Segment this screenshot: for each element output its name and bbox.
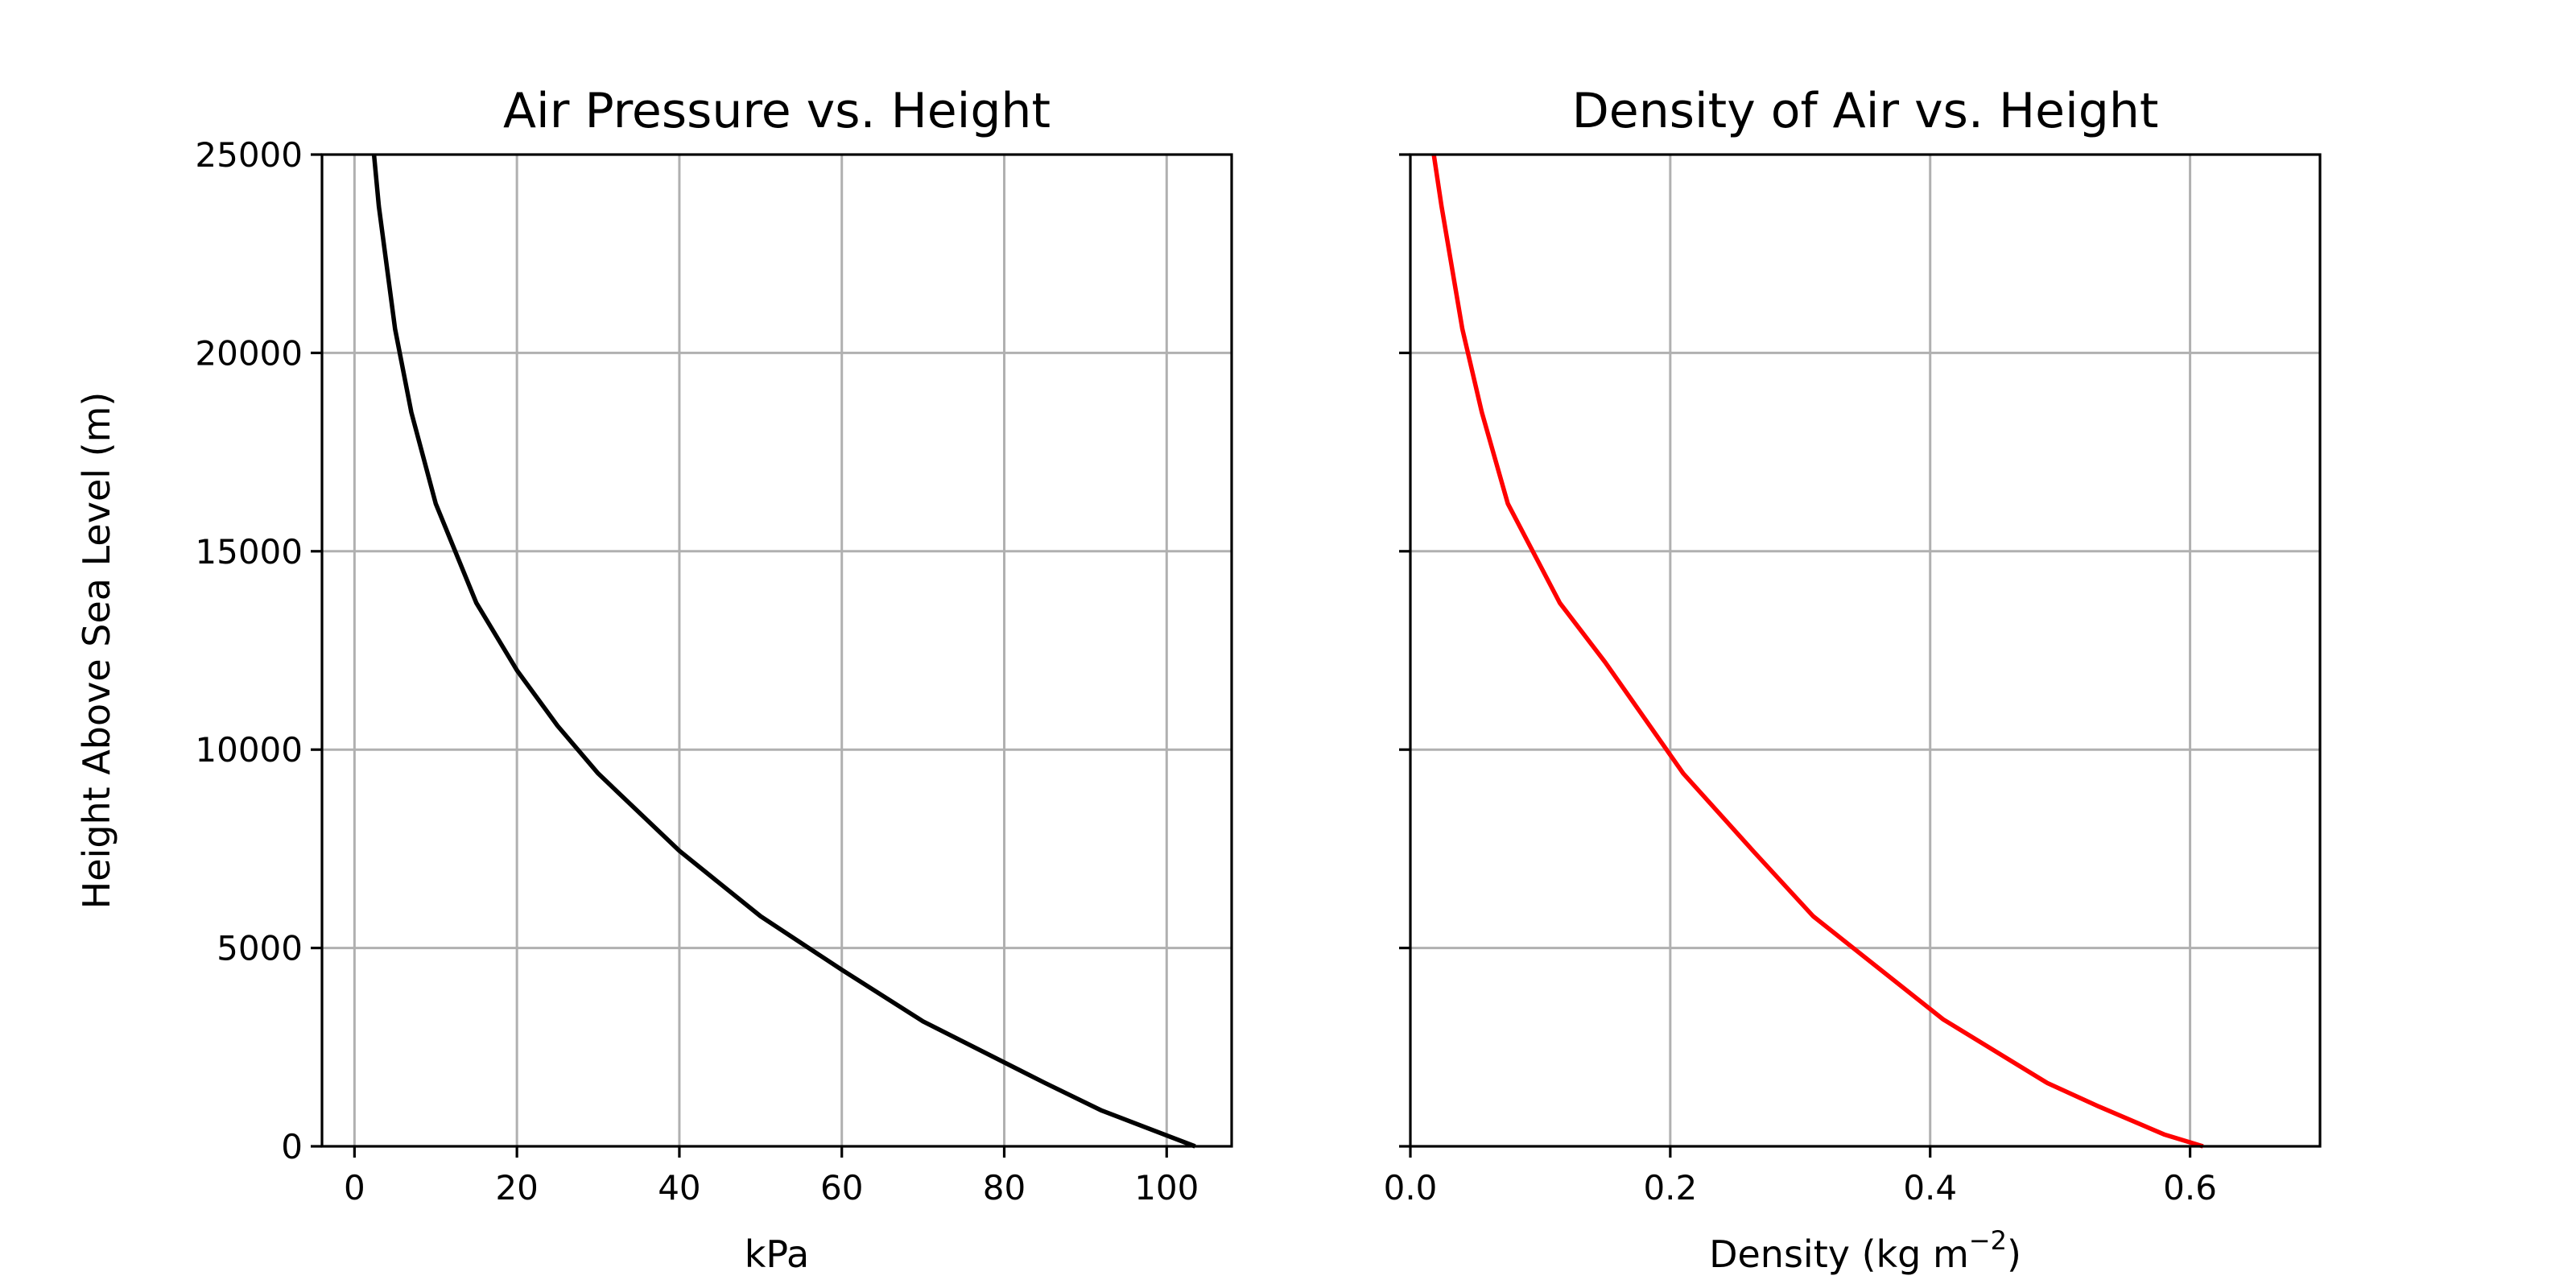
pressure-x-tick-label: 60: [820, 1168, 863, 1208]
pressure-y-axis-label: Height Above Sea Level (m): [75, 392, 118, 910]
density-x-axis-label-suffix: ): [2007, 1232, 2021, 1276]
pressure-series-line: [371, 154, 1196, 1149]
pressure-x-tick-label: 100: [1134, 1168, 1199, 1208]
pressure-x-axis-label: kPa: [745, 1232, 810, 1276]
pressure-y-tick-label: 5000: [217, 929, 303, 968]
density-x-axis-label: Density (kg m−2): [1709, 1225, 2021, 1276]
density-plot-frame: [1409, 153, 2322, 1148]
density-chart: 0.0 0.2 0.4 0.6 Density of Air vs. Height D…: [1384, 83, 2322, 1276]
density-x-tick-label: 0.0: [1384, 1168, 1438, 1208]
density-x-tick-label: 0.2: [1643, 1168, 1697, 1208]
pressure-y-tick-label: 25000: [195, 135, 303, 175]
pressure-plot-frame: [320, 153, 1233, 1148]
pressure-series: [371, 154, 1196, 1149]
pressure-y-tick-label: 10000: [195, 730, 303, 770]
pressure-grid: [322, 153, 1232, 1148]
pressure-x-tick-label: 20: [495, 1168, 538, 1208]
density-grid: [1409, 153, 2320, 1148]
density-chart-title: Density of Air vs. Height: [1572, 83, 2159, 139]
pressure-y-tick-label: 20000: [195, 333, 303, 373]
pressure-ticks: 0 20 40 60 80 100 0 5000 10000 15000 20000 25000: [195, 135, 1199, 1208]
density-ticks: 0.0 0.2 0.4 0.6: [1384, 153, 2217, 1208]
density-series-line: [1431, 154, 2204, 1149]
pressure-x-tick-label: 40: [658, 1168, 700, 1208]
density-x-tick-label: 0.6: [2163, 1168, 2217, 1208]
pressure-y-tick-label: 15000: [195, 532, 303, 572]
pressure-y-tick-label: 0: [281, 1127, 303, 1166]
pressure-x-tick-label: 0: [344, 1168, 365, 1208]
density-series: [1431, 154, 2204, 1149]
pressure-x-tick-label: 80: [983, 1168, 1026, 1208]
density-x-tick-label: 0.4: [1903, 1168, 1957, 1208]
pressure-chart-title: Air Pressure vs. Height: [503, 83, 1051, 139]
pressure-chart: 0 20 40 60 80 100 0 5000 10000 15000 20000 25000 Ai…: [75, 83, 1233, 1276]
density-x-axis-label-main: Density (kg m: [1709, 1232, 1969, 1276]
density-x-axis-label-sup: −2: [1969, 1225, 2007, 1256]
